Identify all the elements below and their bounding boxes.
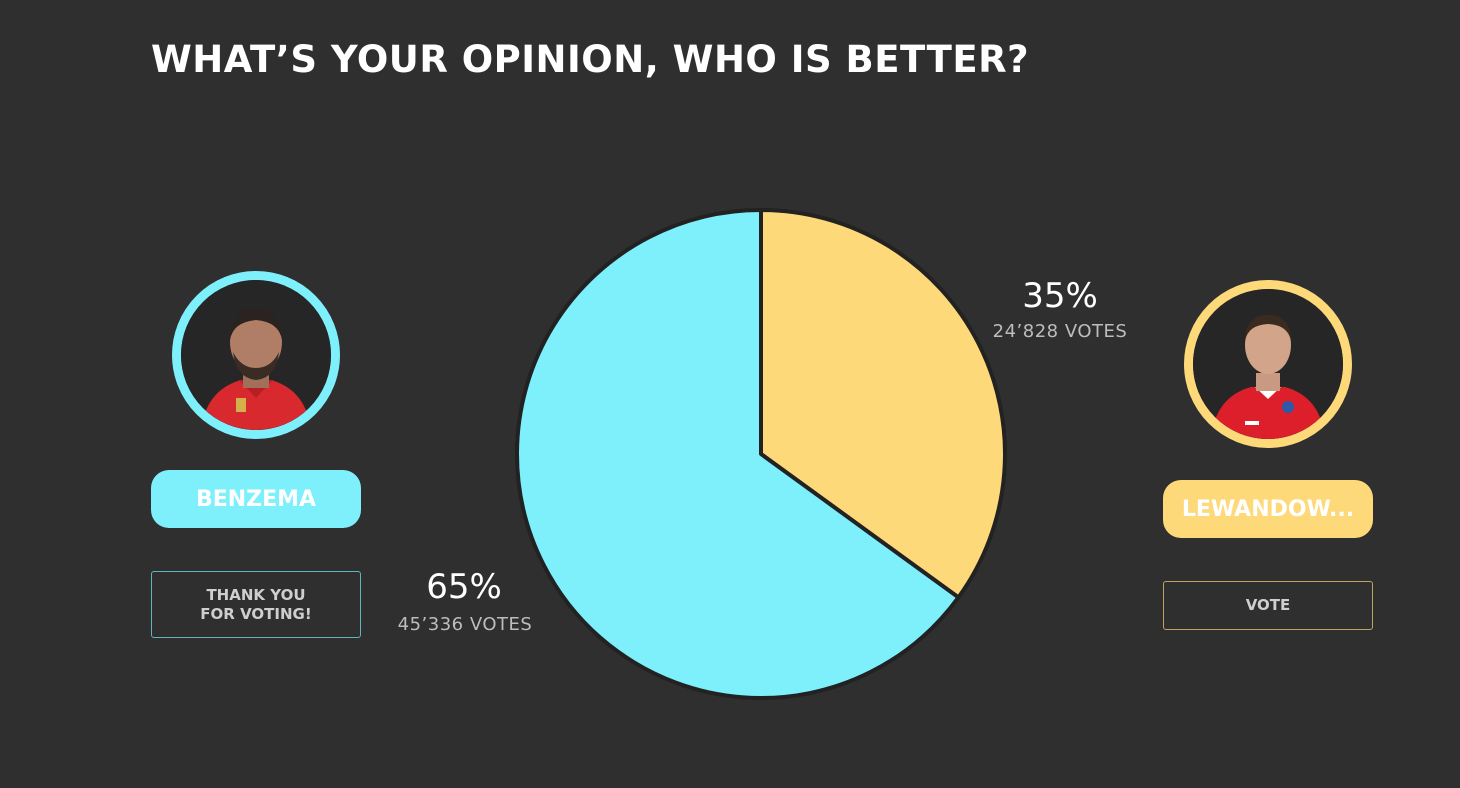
percent-label-benzema: 65% (426, 567, 502, 607)
player-photo-icon (1193, 289, 1343, 439)
votes-label-benzema: 45’336 VOTES (397, 614, 533, 635)
percent-label-lewandowski: 35% (1022, 276, 1098, 316)
pie-slice-lewandowski (759, 208, 1007, 600)
votes-label-lewandowski: 24’828 VOTES (992, 321, 1128, 342)
thank-you-voted-button[interactable]: THANK YOU FOR VOTING! (151, 571, 361, 638)
candidate-name-benzema[interactable]: BENZEMA (151, 470, 361, 528)
poll-title: WHAT’S YOUR OPINION, WHO IS BETTER? (151, 38, 1030, 81)
player-photo-icon (181, 280, 331, 430)
candidate-name-lewandowski[interactable]: LEWANDOW... (1163, 480, 1373, 538)
vote-button[interactable]: VOTE (1163, 581, 1373, 630)
vote-pie-chart (515, 208, 1007, 700)
pie-slice-benzema (515, 208, 961, 700)
candidate-avatar-lewandowski (1184, 280, 1352, 448)
candidate-avatar-benzema (172, 271, 340, 439)
